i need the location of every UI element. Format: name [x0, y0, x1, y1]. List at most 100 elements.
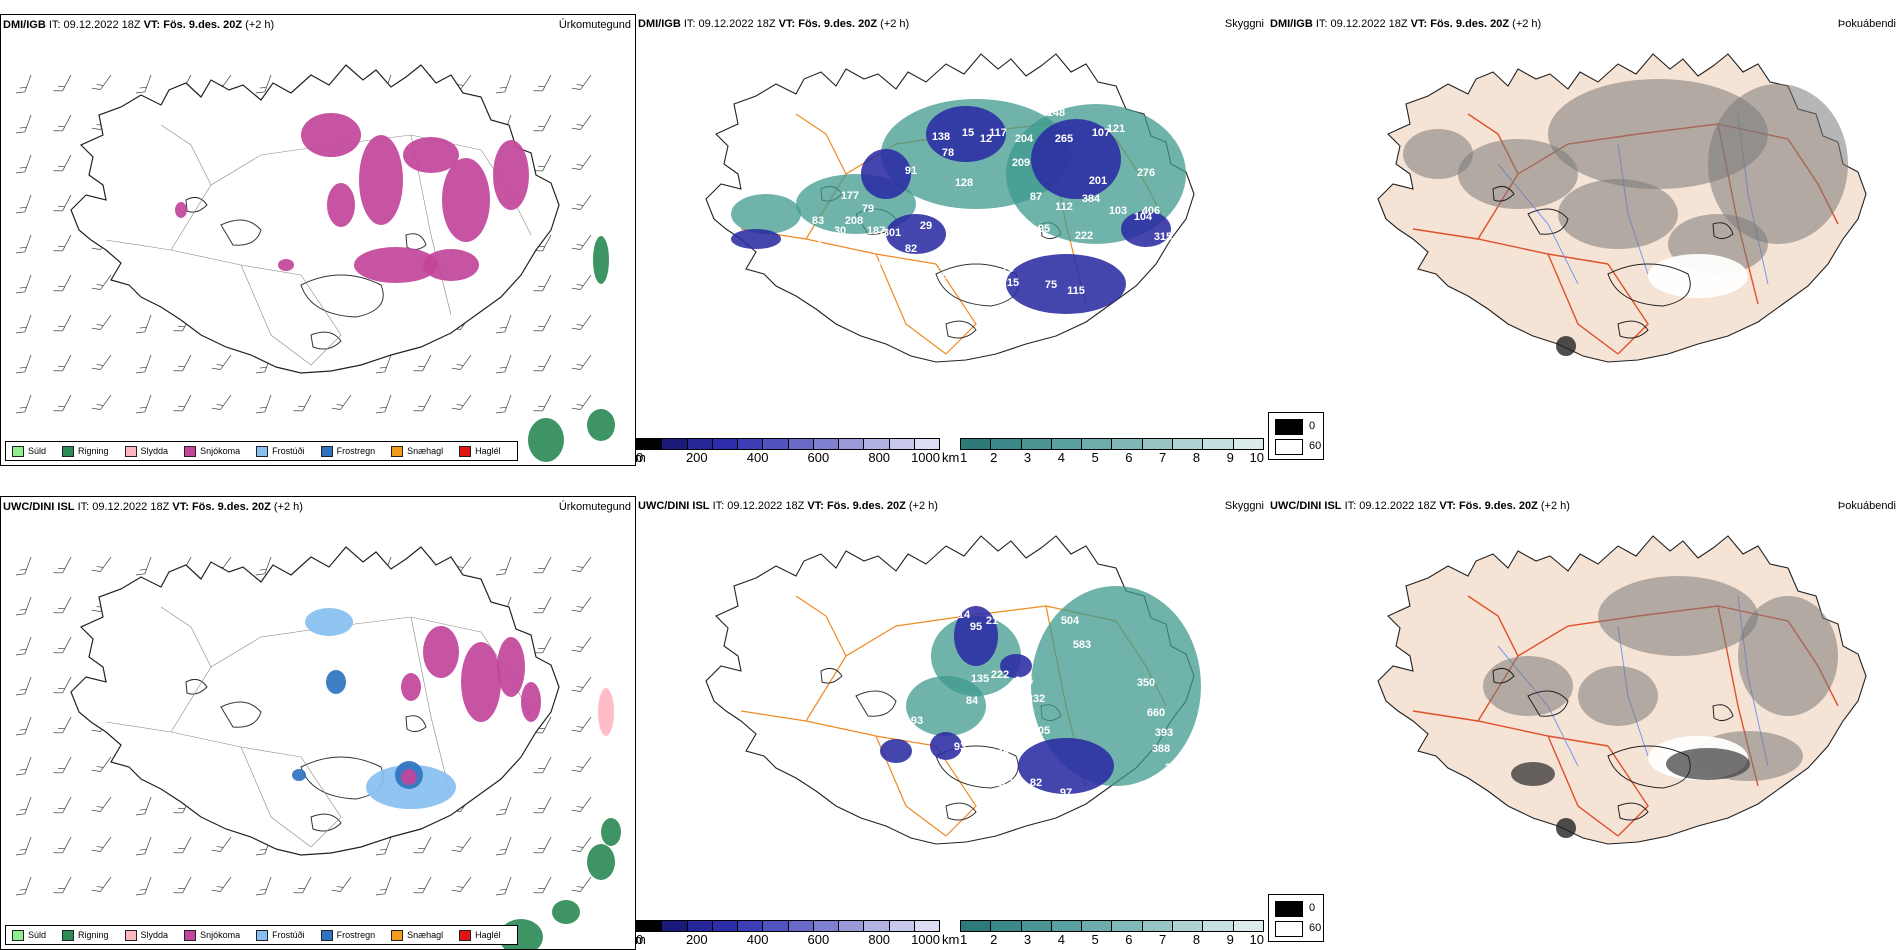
wind-barb [571, 676, 592, 692]
wind-barb [495, 394, 512, 414]
colorbar-tick: 5 [1091, 932, 1099, 947]
legend-label: Frostúði [272, 446, 305, 456]
colorbar-tick: 1 [960, 450, 968, 465]
glacier-outline [300, 274, 384, 318]
wind-barb [571, 154, 592, 170]
wind-barb [15, 194, 32, 214]
ceiling-value-label: 75 [1045, 279, 1057, 291]
clear-area [1648, 254, 1748, 298]
wind-barb [331, 394, 352, 410]
rain-area [528, 418, 564, 462]
road-line [1412, 228, 1609, 265]
legend-label: Snjókoma [200, 446, 241, 456]
colorbar-cell [637, 921, 663, 931]
wind-barb [15, 556, 32, 576]
colorbar-cell [1021, 439, 1052, 449]
glacier-outline [185, 678, 208, 695]
colorbar-cell [1112, 921, 1143, 931]
colorbar-tick: 600 [807, 932, 830, 947]
fog-panel-1: DMI/IGB IT: 09.12.2022 18Z VT: Fös. 9.de… [1268, 14, 1900, 466]
glacier-outline [1492, 185, 1515, 202]
colorbar-cell [1021, 921, 1052, 931]
panel-header: UWC/DINI ISL IT: 09.12.2022 18Z VT: Fös.… [1270, 500, 1570, 512]
ceiling-value-label: 130 [999, 243, 1017, 255]
cloud-legend: 0 60 [1268, 894, 1324, 942]
wind-barb [91, 836, 112, 852]
legend-swatch [459, 445, 472, 457]
legend-swatch [12, 445, 24, 457]
colorbar-tick: 0 [636, 932, 644, 947]
wind-barb [53, 676, 72, 694]
low-ceiling-area [930, 732, 962, 760]
panel-title: Skyggni [1224, 500, 1264, 512]
ceiling-value-label: 121 [1107, 123, 1125, 135]
cloud-legend-label-60: 60 [1309, 922, 1322, 934]
colorbar-cell [1173, 439, 1204, 449]
freezing-rain-area [326, 670, 346, 694]
glacier-outline [405, 715, 427, 733]
legend-item-frostúði: Frostúði [256, 929, 305, 941]
wind-barb [533, 756, 552, 774]
legend-swatch [62, 445, 75, 457]
wind-barb [91, 74, 112, 90]
wind-barb [53, 876, 72, 894]
road-line [935, 263, 977, 355]
ceiling-value-label: 105 [777, 255, 795, 267]
colorbar-tick: 6 [1125, 932, 1133, 947]
cloud-legend-swatch-60 [1275, 439, 1303, 455]
wind-barb [533, 354, 552, 372]
wind-barb [15, 716, 32, 736]
colorbar-tick: 0 [636, 450, 644, 465]
wind-barb [173, 876, 192, 894]
cloud-legend: 0 60 [1268, 412, 1324, 460]
colorbar-tick: 9 [1226, 450, 1234, 465]
wind-barb [211, 836, 232, 852]
wind-barb [571, 636, 592, 652]
ceiling-value-label: 78 [942, 147, 954, 159]
wind-barb [53, 314, 72, 332]
road-line [240, 746, 312, 848]
ceiling-value-label: 104 [1134, 211, 1153, 223]
legend-swatch [124, 445, 137, 457]
wind-barb [495, 74, 512, 94]
legend-swatch [184, 445, 197, 457]
legend-item-frostregn: Frostregn [320, 929, 375, 941]
low-ceiling-area [926, 106, 1006, 162]
ceiling-value-label: 504 [1061, 615, 1080, 627]
wind-barb [15, 876, 32, 896]
legend-label: Slydda [140, 446, 169, 456]
wind-barb [135, 556, 152, 576]
road-line [160, 606, 212, 668]
colorbar-tick: 10 [1249, 450, 1264, 465]
ceiling-value-label: 20 [1165, 762, 1177, 774]
fog-area [1598, 576, 1758, 656]
precip-type-panel-1: DMI/IGB IT: 09.12.2022 18Z VT: Fös. 9.de… [0, 14, 636, 466]
rain-area [587, 409, 615, 441]
colorbar-cell [763, 921, 789, 931]
glacier-outline [1712, 704, 1734, 722]
glacier-outline [1607, 263, 1691, 307]
colorbar-tick: 5 [1091, 450, 1099, 465]
road-line [805, 605, 1117, 722]
fog-area [1556, 818, 1576, 838]
wind-barb [413, 876, 432, 894]
ceiling-value-label: 74 [952, 233, 965, 245]
colorbar-cell [1112, 439, 1143, 449]
cloud-legend-label-0: 0 [1309, 902, 1316, 914]
wind-barb [15, 274, 32, 294]
wind-barb [495, 556, 512, 576]
fog-area [1708, 84, 1848, 244]
legend-item-frostregn: Frostregn [320, 445, 375, 457]
legend-item-slydda: Slydda [124, 445, 169, 457]
colorbar-cell [889, 439, 915, 449]
wind-barb [571, 354, 592, 370]
fog-area [1558, 179, 1678, 249]
wind-barb [571, 756, 592, 772]
colorbar-tick: 4 [1057, 932, 1065, 947]
road-line [795, 113, 847, 175]
colorbar-cell [662, 921, 688, 931]
precip-legend: Súld Rigning Slydda Snjókoma Frostúði Frostre… [5, 441, 518, 461]
low-ceiling-area [1000, 654, 1032, 678]
colorbar-tick: 3 [1023, 450, 1032, 465]
road-line [300, 274, 342, 366]
